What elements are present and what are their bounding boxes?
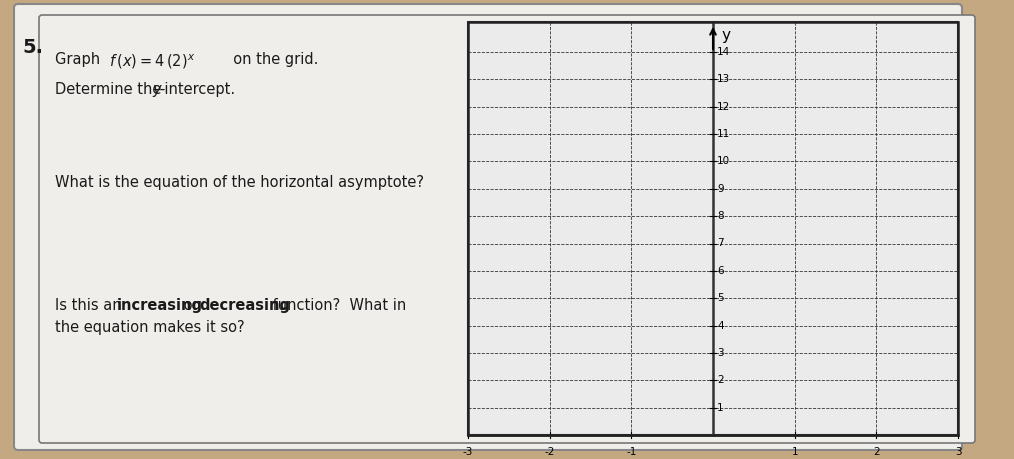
Text: 14: 14 — [717, 47, 730, 57]
Text: -1: -1 — [627, 447, 637, 457]
Text: 8: 8 — [717, 211, 724, 221]
Text: 6: 6 — [717, 266, 724, 276]
Text: 2: 2 — [873, 447, 880, 457]
Text: decreasing: decreasing — [199, 298, 290, 313]
Text: 12: 12 — [717, 102, 730, 112]
Text: the equation makes it so?: the equation makes it so? — [55, 320, 244, 335]
Text: 1: 1 — [717, 403, 724, 413]
Text: 4: 4 — [717, 320, 724, 330]
Bar — [468, 22, 958, 435]
Text: y: y — [152, 82, 160, 97]
Text: increasing: increasing — [117, 298, 203, 313]
Text: 9: 9 — [717, 184, 724, 194]
Text: or: or — [179, 298, 203, 313]
Text: 3: 3 — [717, 348, 724, 358]
Text: What is the equation of the horizontal asymptote?: What is the equation of the horizontal a… — [55, 175, 424, 190]
Bar — [468, 22, 958, 435]
Text: 7: 7 — [717, 239, 724, 248]
Text: 5.: 5. — [22, 38, 43, 57]
Text: 10: 10 — [717, 157, 730, 167]
Text: -intercept.: -intercept. — [159, 82, 235, 97]
Text: on the grid.: on the grid. — [224, 52, 318, 67]
Text: 3: 3 — [955, 447, 961, 457]
Text: 2: 2 — [717, 375, 724, 385]
Text: Graph: Graph — [55, 52, 110, 67]
Text: $f\,(x) = 4\,(2)^{x}$: $f\,(x) = 4\,(2)^{x}$ — [108, 52, 196, 71]
Text: -3: -3 — [462, 447, 474, 457]
FancyBboxPatch shape — [39, 15, 975, 443]
Text: -2: -2 — [545, 447, 555, 457]
Text: 1: 1 — [791, 447, 798, 457]
Text: y: y — [721, 28, 730, 43]
Text: Is this an: Is this an — [55, 298, 127, 313]
Text: Determine the: Determine the — [55, 82, 166, 97]
Text: 11: 11 — [717, 129, 730, 139]
FancyBboxPatch shape — [14, 4, 962, 450]
Text: 5: 5 — [717, 293, 724, 303]
Text: function?  What in: function? What in — [268, 298, 407, 313]
Text: 13: 13 — [717, 74, 730, 84]
